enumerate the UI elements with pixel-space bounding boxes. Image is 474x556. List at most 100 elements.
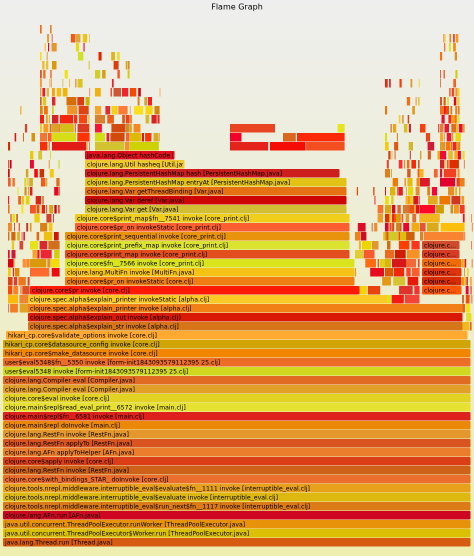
frame [3,376,471,385]
frame-sliver [373,187,375,196]
frame-sliver [419,214,421,223]
frame-sliver [448,187,455,196]
frame [3,403,471,412]
frame-sliver [466,304,471,313]
frame-sliver [355,250,364,259]
frame-sliver [420,214,440,223]
frame-sliver [106,133,110,142]
frame-sliver [30,223,32,232]
frame-sliver [153,133,159,142]
frame-label: clojure.main$repl doInvoke [main.clj] [5,423,120,430]
frame-sliver [75,43,80,52]
frame-label: clojure.core$apply invoke [core.clj] [5,459,113,466]
frame-sliver [449,160,459,169]
frame-sliver [53,214,54,223]
frame-sliver [43,124,49,133]
frame [422,277,462,286]
frame-sliver [52,115,59,124]
frame [3,538,471,547]
frame-sliver [46,214,52,223]
frame-sliver [454,205,459,214]
frame-sliver [453,142,461,151]
frame-sliver [406,250,420,259]
frame-sliver [75,79,77,88]
frame-sliver [414,286,420,295]
frame-sliver [147,97,152,106]
frame-sliver [130,88,137,97]
frame [3,430,471,439]
frame-sliver [456,178,460,187]
frame-sliver [445,160,447,169]
frame-sliver [466,313,472,322]
frame-sliver [46,205,48,214]
frame-layer: java.lang.Thread.run [Thread.java] java.u… [3,151,471,547]
frame-sliver [440,142,445,151]
frame-sliver [297,133,345,142]
frame-sliver [18,223,20,232]
frame-sliver [440,178,456,187]
frame-sliver [56,88,61,97]
frame-sliver [19,304,30,313]
frame-sliver [408,187,414,196]
frame-sliver [52,97,56,106]
frame-sliver [471,295,473,304]
frame-sliver [77,133,90,142]
frame-sliver [392,205,396,214]
frame-sliver [451,196,461,205]
frame-sliver [444,142,445,151]
frame-sliver [397,187,399,196]
frame-sliver [20,106,22,115]
frame-sliver [400,232,407,241]
frame-sliver [38,151,43,160]
frame [30,286,360,295]
frame-sliver [37,250,40,259]
frame-sliver [89,88,91,97]
frame-sliver [397,205,401,214]
frame [3,475,471,484]
frame-sliver [398,241,410,250]
frame-sliver [42,97,47,106]
frame-sliver [42,88,46,97]
frame-sliver [443,106,446,115]
frame-sliver [453,43,456,52]
frame-sliver [95,124,102,133]
frame-sliver [470,322,472,331]
frame [3,502,471,511]
frame-sliver [401,214,404,223]
frame-sliver [440,124,444,133]
frame-label: clojure.lang.Var get [Var.java] [87,207,179,214]
frame-label: java.lang.Thread.run [Thread.java] [4,540,113,547]
frame-sliver [402,115,404,124]
frame-sliver [453,79,456,88]
frame-sliver [18,196,22,205]
frame-sliver [52,142,87,151]
frame-sliver [439,196,451,205]
frame-label: clojure.core$pr_on invokeStatic [core_pr… [77,225,221,232]
frame-sliver [130,124,132,133]
frame-sliver [8,268,11,277]
frame-label: clojure.lang.PersistentHashMap entryAt [… [87,180,290,187]
frame-sliver [95,106,102,115]
frame [422,241,460,250]
frame-sliver [457,97,460,106]
frame-sliver [46,61,49,70]
frame-sliver [40,52,42,61]
frame-sliver [455,34,459,43]
frame-sliver [11,241,15,250]
frame-sliver [89,124,91,133]
frame-sliver [34,214,40,223]
frame-sliver [270,142,306,151]
frame-sliver [50,151,51,160]
frame-label: clojure.core$print_prefix_map invoke [co… [67,243,228,250]
frame-sliver [392,178,398,187]
frame-sliver [454,52,457,61]
frame-sliver [443,70,445,79]
frame-sliver [25,196,29,205]
frame-sliver [11,250,16,259]
frame-sliver [420,205,436,214]
frame-sliver [130,133,142,142]
frame-sliver [127,61,130,70]
frame-sliver [8,304,9,313]
frame [3,511,471,520]
frame-sliver [113,88,121,97]
